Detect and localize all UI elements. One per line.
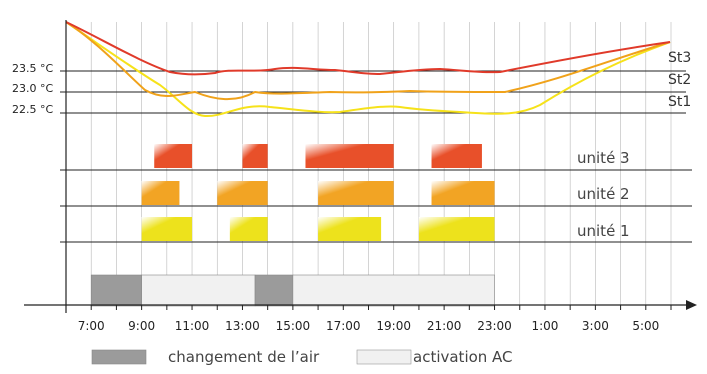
- time-tick-label: 1:00: [531, 319, 558, 333]
- time-tick-label: 21:00: [427, 319, 462, 333]
- time-tick-label: 3:00: [582, 319, 609, 333]
- time-tick-label: 5:00: [632, 319, 659, 333]
- unit-block: [418, 217, 495, 241]
- unit-block: [242, 144, 268, 168]
- legend-label-air-change: changement de l’air: [168, 348, 320, 366]
- ac-activation-block: [141, 274, 256, 307]
- air-change-block: [254, 274, 294, 307]
- time-tick-label: 11:00: [175, 319, 210, 333]
- unit-activity-rows: [141, 144, 495, 241]
- curve-st2: [65, 21, 671, 101]
- unit-block: [141, 217, 193, 241]
- air-change-block: [90, 274, 142, 307]
- legend-swatch-ac-activation: [356, 349, 412, 365]
- unit-block: [318, 181, 394, 205]
- ac-activation-block: [292, 274, 495, 307]
- unit-block: [154, 144, 193, 168]
- time-tick-label: 17:00: [326, 319, 361, 333]
- unit-block: [229, 217, 268, 241]
- time-grid: [90, 22, 672, 305]
- series-label-st3: St3: [668, 50, 691, 66]
- unit-block: [217, 181, 268, 205]
- unit-block: [305, 144, 394, 168]
- series-label-st1: St1: [668, 94, 691, 110]
- series-label-st2: St2: [668, 72, 691, 88]
- curve-st3: [65, 21, 671, 76]
- curve-st1: [65, 21, 671, 118]
- time-tick-label: 15:00: [276, 319, 311, 333]
- time-axis: [24, 20, 697, 313]
- unit-block: [318, 217, 382, 241]
- temp-label-23-0: 23.0 °C: [12, 82, 53, 95]
- unit-block: [431, 144, 482, 168]
- time-tick-label: 7:00: [78, 319, 105, 333]
- x-axis-arrow: [686, 300, 697, 310]
- unit-label-2: unité 2: [577, 185, 630, 203]
- legend-swatch-air-change: [91, 349, 147, 365]
- time-tick-label: 9:00: [128, 319, 155, 333]
- temp-label-22-5: 22.5 °C: [12, 103, 53, 116]
- time-tick-label: 13:00: [225, 319, 260, 333]
- temp-label-23-5: 23.5 °C: [12, 62, 53, 75]
- time-tick-label: 19:00: [376, 319, 411, 333]
- unit-label-1: unité 1: [577, 222, 630, 240]
- unit-block: [141, 181, 180, 205]
- legend-label-ac-activation: activation AC: [413, 348, 513, 366]
- unit-block: [431, 181, 495, 205]
- time-tick-label: 23:00: [477, 319, 512, 333]
- ventilation-timeline: [90, 274, 495, 307]
- unit-label-3: unité 3: [577, 149, 630, 167]
- time-tick-labels: 7:00 9:00 11:00 13:00 15:00 17:00 19:00 21:00 23…: [78, 319, 660, 333]
